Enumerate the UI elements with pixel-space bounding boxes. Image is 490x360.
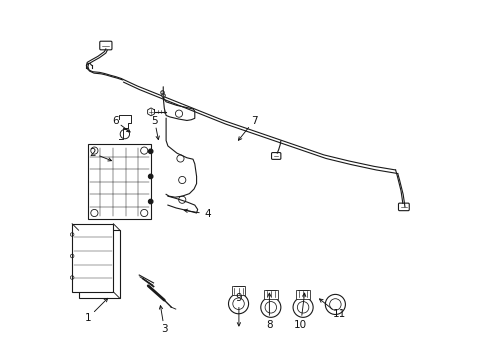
Circle shape <box>148 199 153 204</box>
FancyBboxPatch shape <box>232 286 245 295</box>
Text: 1: 1 <box>85 313 91 323</box>
Text: 4: 4 <box>204 209 211 219</box>
Text: 5: 5 <box>151 116 158 126</box>
Text: 7: 7 <box>251 116 257 126</box>
Text: 9: 9 <box>236 293 242 303</box>
FancyBboxPatch shape <box>264 290 278 299</box>
FancyBboxPatch shape <box>72 224 113 292</box>
Circle shape <box>148 174 153 179</box>
Text: 6: 6 <box>112 116 119 126</box>
Text: 10: 10 <box>294 320 307 330</box>
Text: 3: 3 <box>161 324 168 334</box>
Text: 8: 8 <box>266 320 273 330</box>
FancyBboxPatch shape <box>271 153 281 159</box>
Text: 2: 2 <box>89 148 96 158</box>
Circle shape <box>148 149 153 153</box>
FancyBboxPatch shape <box>88 144 151 220</box>
FancyBboxPatch shape <box>100 41 112 50</box>
Text: 11: 11 <box>332 310 345 319</box>
FancyBboxPatch shape <box>398 203 409 211</box>
FancyBboxPatch shape <box>296 290 310 299</box>
FancyBboxPatch shape <box>78 230 120 298</box>
